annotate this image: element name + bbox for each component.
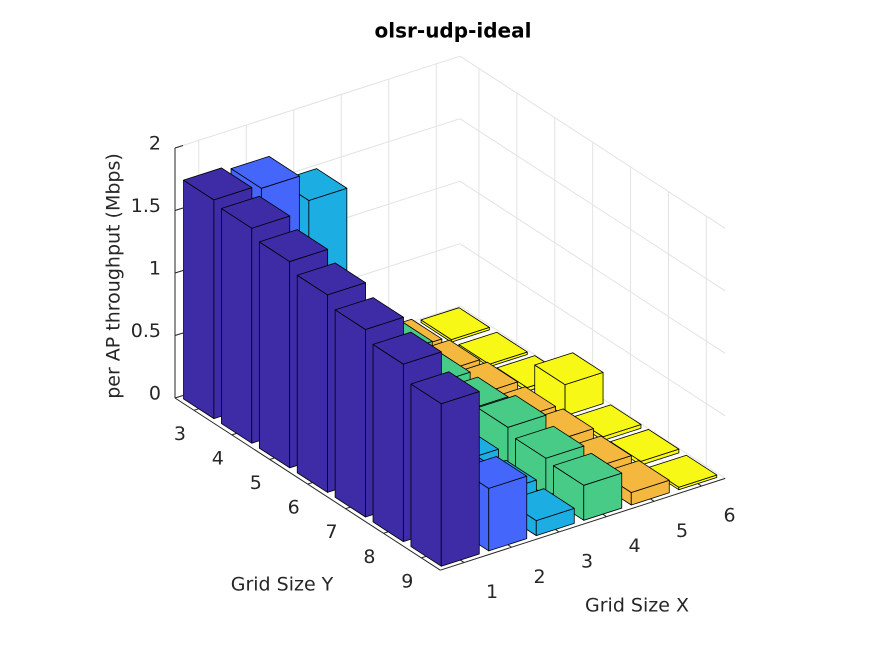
grid-line	[459, 55, 726, 229]
chart-title: olsr-udp-ideal	[375, 19, 532, 43]
x-axis-title: Grid Size X	[585, 595, 689, 617]
bar	[420, 307, 490, 343]
bar-top	[515, 425, 585, 459]
bar-side	[221, 208, 253, 444]
x-tick-label: 3	[581, 550, 593, 572]
grid-line	[459, 118, 726, 292]
bar-top	[477, 395, 547, 428]
bar-side	[296, 274, 328, 493]
bar-front	[440, 391, 480, 567]
grid-line	[459, 243, 726, 417]
bar-side	[410, 383, 442, 567]
x-axis	[440, 477, 726, 571]
bar-top	[183, 167, 253, 201]
bar-front	[488, 475, 528, 552]
bar-top	[221, 195, 291, 229]
bar-top	[296, 262, 366, 296]
z-tick-label: 0.5	[131, 320, 161, 342]
x-tick-label: 5	[676, 520, 688, 542]
bar-top	[458, 331, 528, 365]
bar	[410, 371, 480, 567]
bar-side	[334, 309, 366, 518]
y-tick-label: 6	[288, 497, 300, 519]
bar-top	[534, 352, 604, 386]
y-tick-label: 7	[326, 521, 338, 543]
z-tick	[174, 207, 184, 211]
z-tick	[174, 395, 184, 399]
z-tick-label: 1	[149, 258, 161, 280]
z-tick-label: 1.5	[131, 195, 161, 217]
x-tick-label: 2	[534, 566, 546, 588]
grid-line	[459, 180, 726, 354]
y-axis-title: Grid Size Y	[231, 574, 334, 596]
bar-top	[553, 452, 623, 486]
z-tick-label: 0	[149, 383, 161, 405]
y-tick-label: 5	[250, 472, 262, 494]
bar-top	[372, 331, 442, 365]
z-tick	[174, 332, 184, 336]
y-tick-label: 3	[174, 423, 186, 445]
x-tick-label: 4	[629, 535, 641, 557]
bar-top	[334, 297, 404, 330]
z-tick-label: 2	[149, 133, 161, 155]
bar-top	[420, 307, 490, 341]
bar-side	[372, 344, 404, 543]
bar-side	[258, 241, 291, 469]
z-tick	[174, 270, 184, 274]
y-tick-label: 9	[401, 570, 413, 592]
bar-top	[410, 371, 480, 405]
x-tick-label: 1	[486, 581, 498, 603]
bar-side	[183, 179, 215, 420]
y-tick-label: 8	[363, 546, 375, 568]
bar-top	[258, 229, 329, 262]
bar	[553, 452, 623, 521]
y-tick-label: 4	[212, 447, 224, 469]
z-tick	[174, 145, 184, 149]
x-tick-label: 6	[724, 505, 736, 527]
bar	[534, 352, 604, 417]
z-axis-title: per AP throughput (Mbps)	[103, 153, 125, 399]
grid-line	[174, 55, 461, 149]
bar-top	[230, 155, 300, 189]
